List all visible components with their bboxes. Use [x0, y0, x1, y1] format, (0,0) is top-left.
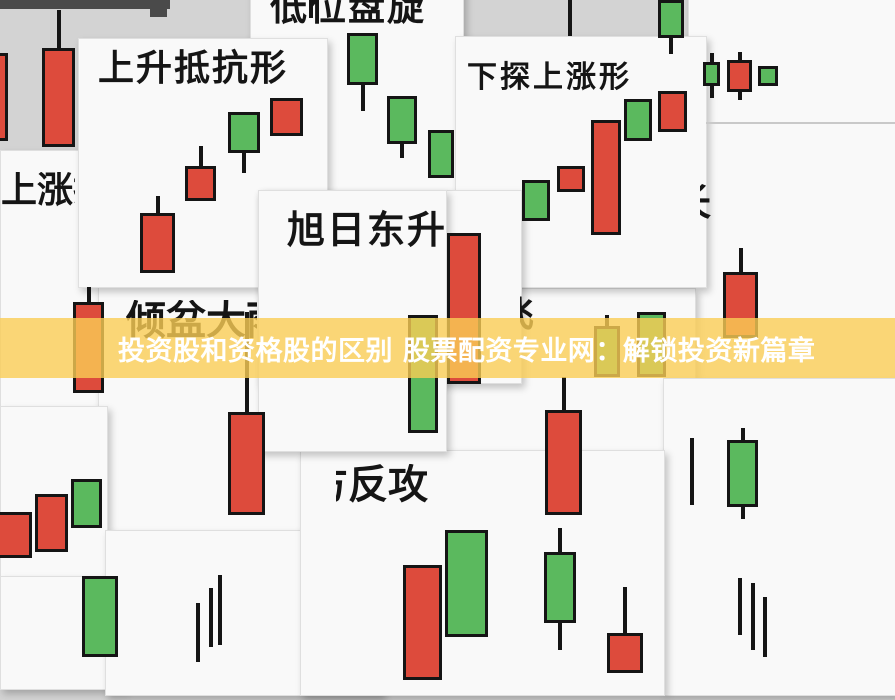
candle-green-7	[387, 96, 417, 144]
headline-banner: 投资股和资格股的区别 股票配资专业网：解锁投资新篇章	[0, 318, 895, 378]
candle-wick-top	[562, 377, 566, 413]
pattern-label-text: 长	[700, 183, 711, 224]
candle-wick-top	[87, 287, 91, 305]
pattern-label-text: 旭日东升	[287, 208, 448, 252]
wick-line-7	[751, 583, 755, 650]
candle-red-33	[403, 565, 442, 680]
headline-text: 投资股和资格股的区别 股票配资专业网：解锁投资新篇章	[118, 335, 816, 367]
candle-wick-bottom	[361, 82, 365, 111]
candle-red-3	[185, 166, 216, 201]
candle-red-0	[0, 53, 8, 141]
candle-green-30	[544, 552, 576, 623]
mark-0	[0, 0, 170, 9]
pattern-label-fangong-partial: 方反攻	[336, 464, 448, 514]
candle-green-12	[624, 99, 652, 141]
candle-wick-bottom	[741, 504, 745, 519]
candle-green-4	[228, 112, 260, 153]
candle-wick-bottom	[738, 89, 742, 100]
candle-green-26	[71, 479, 102, 528]
pattern-label-text: 上涨抵	[1, 172, 75, 211]
candle-green-27	[82, 576, 118, 657]
wick-line-2	[196, 603, 200, 662]
wick-line-1	[568, 0, 572, 36]
candle-red-28	[228, 412, 265, 515]
candle-green-9	[522, 180, 550, 221]
candle-green-8	[428, 130, 454, 178]
candle-wick-top	[57, 10, 61, 51]
wick-line-8	[763, 597, 767, 657]
wick-line-4	[218, 575, 222, 645]
candle-wick-top	[710, 53, 714, 65]
candle-wick-bottom	[400, 141, 404, 158]
mark-1	[150, 0, 167, 17]
candle-red-10	[557, 166, 585, 192]
candle-wick-top	[741, 428, 745, 443]
wick-line-6	[738, 578, 742, 635]
candle-green-14	[658, 0, 684, 38]
pattern-label-shangzhang-partial: 上涨抵	[1, 172, 75, 217]
candle-wick-bottom	[558, 620, 562, 650]
pattern-card-bottom-right	[663, 378, 895, 696]
pattern-label-diwei-panxuan: 低位盘旋	[270, 0, 426, 28]
pattern-label-text: 低位盘旋	[270, 0, 426, 29]
candle-red-2	[140, 213, 175, 273]
pattern-label-fragment-chang: 长	[700, 183, 713, 231]
mark-2	[706, 122, 895, 124]
pattern-label-xiatan-shangzhang-xing: 下探上涨形	[467, 60, 632, 95]
candle-wick-top	[738, 52, 742, 63]
pattern-label-text: 方反攻	[336, 464, 428, 508]
candle-wick-bottom	[710, 83, 714, 98]
wick-line-3	[209, 588, 213, 647]
candle-red-1	[42, 48, 75, 147]
candle-green-34	[445, 530, 488, 637]
candle-wick-top	[739, 248, 743, 275]
candle-red-13	[658, 91, 687, 132]
candle-wick-top	[199, 146, 203, 169]
candle-wick-top	[623, 587, 627, 636]
candle-wick-bottom	[242, 150, 246, 173]
pattern-label-xuri-dongsheng: 旭日东升	[287, 208, 448, 252]
candle-red-29	[545, 410, 582, 515]
candle-red-5	[270, 98, 303, 136]
candle-wick-top	[558, 528, 562, 555]
wick-line-0	[309, 0, 313, 18]
candle-red-25	[35, 494, 68, 552]
pattern-label-shangsheng-dikang-xing: 上升抵抗形	[98, 48, 289, 89]
candle-red-24	[0, 512, 32, 558]
candle-green-15	[703, 62, 720, 86]
pattern-label-text: 上升抵抗形	[98, 48, 289, 89]
pattern-label-text: 下探上涨形	[467, 60, 632, 95]
candle-wick-bottom	[669, 35, 673, 54]
candle-red-11	[591, 120, 621, 235]
wick-line-5	[690, 438, 694, 505]
candle-red-31	[607, 633, 643, 673]
candle-green-32	[727, 440, 758, 507]
candle-wick-top	[156, 196, 160, 216]
candle-red-16	[727, 60, 752, 92]
candle-green-6	[347, 33, 378, 85]
candle-green-17	[758, 66, 778, 86]
